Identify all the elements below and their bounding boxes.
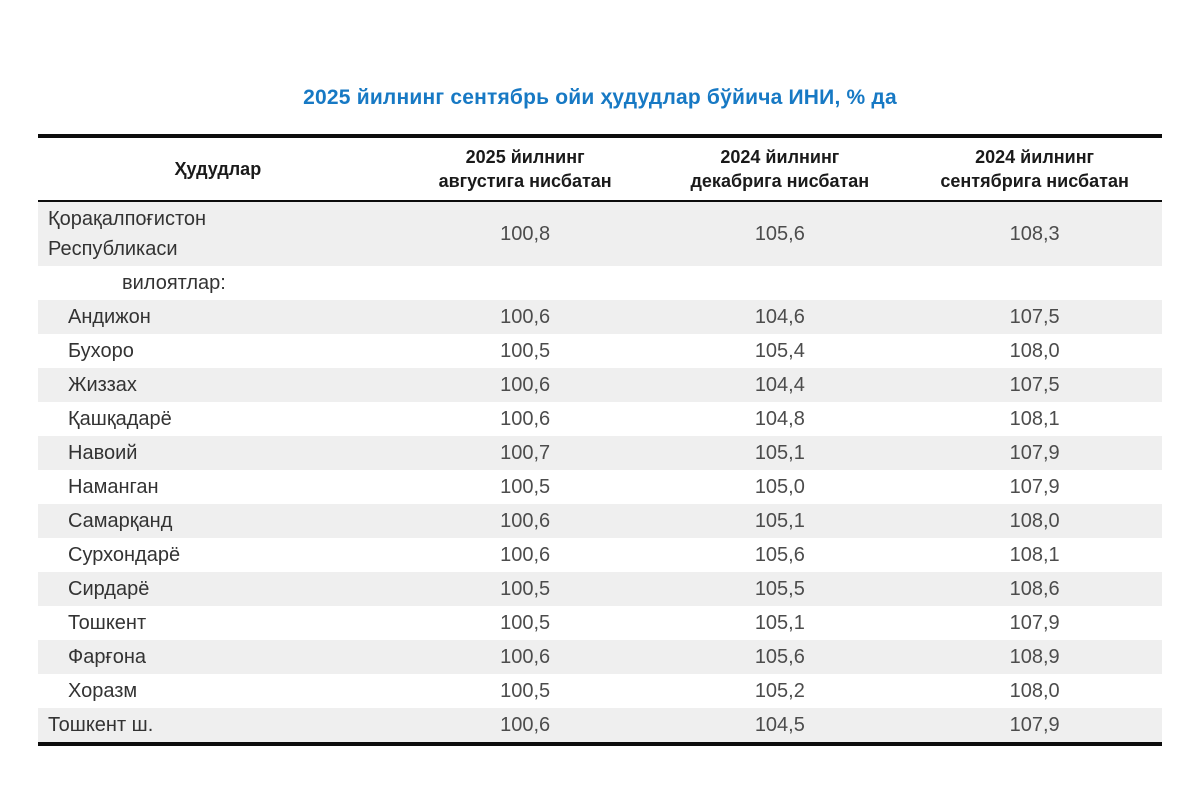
value-cell-vs-september-2024: 108,3 [1009, 222, 1060, 245]
table-row: Қорақалпоғистон Республикаси 100,8 105,6… [38, 200, 1162, 266]
value-cell-vs-august-2025: 100,5 [500, 475, 551, 498]
table-row: Сирдарё 100,5 105,5 108,6 [38, 571, 1162, 606]
column-header-vs-september-2024: 2024 йилнинг сентябрига нисбатан [907, 136, 1162, 202]
region-name-cell: Тошкент [68, 611, 147, 634]
value-cell-vs-september-2024: 108,0 [1009, 509, 1060, 532]
table-row: Хоразм 100,5 105,2 108,0 [38, 674, 1162, 708]
region-name-cell: Фарғона [68, 645, 147, 668]
value-cell-vs-august-2025: 100,5 [500, 679, 551, 702]
region-name-cell: Сурхондарё [68, 543, 181, 566]
region-name-cell: Самарқанд [68, 509, 173, 532]
region-name-cell: Наманган [68, 475, 159, 498]
value-cell-vs-september-2024: 107,9 [1009, 713, 1060, 736]
value-cell-vs-august-2025 [398, 266, 653, 300]
value-cell-vs-december-2024: 104,6 [754, 305, 805, 328]
table-row: Бухоро 100,5 105,4 108,0 [38, 334, 1162, 368]
value-cell-vs-december-2024: 104,4 [754, 373, 805, 396]
value-cell-vs-august-2025: 100,6 [500, 407, 551, 430]
value-cell-vs-august-2025: 100,5 [500, 339, 551, 362]
region-name-cell: Тошкент ш. [48, 713, 154, 736]
region-name-cell: Жиззах [68, 373, 137, 396]
region-name-cell: Навоий [68, 441, 138, 464]
value-cell-vs-september-2024 [907, 266, 1162, 300]
value-cell-vs-august-2025: 100,7 [500, 441, 551, 464]
table-row: Андижон 100,6 104,6 107,5 [38, 299, 1162, 334]
value-cell-vs-december-2024: 105,4 [754, 339, 805, 362]
value-cell-vs-september-2024: 108,1 [1009, 407, 1060, 430]
value-cell-vs-december-2024: 105,2 [754, 679, 805, 702]
value-cell-vs-december-2024: 104,8 [754, 407, 805, 430]
value-cell-vs-december-2024: 105,6 [754, 543, 805, 566]
table-row: Наманган 100,5 105,0 107,9 [38, 470, 1162, 504]
table-body: Қорақалпоғистон Республикаси 100,8 105,6… [38, 200, 1162, 744]
value-cell-vs-december-2024: 105,5 [754, 577, 805, 600]
region-name-cell: Қорақалпоғистон Республикаси [48, 207, 207, 260]
region-name-cell: вилоятлар: [122, 271, 226, 294]
region-name-cell: Хоразм [68, 679, 138, 702]
regions-cpi-table: Ҳудудлар 2025 йилнинг августига нисбатан… [38, 134, 1162, 746]
value-cell-vs-december-2024: 105,6 [754, 222, 805, 245]
value-cell-vs-december-2024: 105,6 [754, 645, 805, 668]
table-row: Тошкент ш. 100,6 104,5 107,9 [38, 707, 1162, 744]
value-cell-vs-september-2024: 107,9 [1009, 611, 1060, 634]
value-cell-vs-september-2024: 107,9 [1009, 441, 1060, 464]
region-name-cell: Сирдарё [68, 577, 150, 600]
table-row: Самарқанд 100,6 105,1 108,0 [38, 503, 1162, 538]
value-cell-vs-september-2024: 108,9 [1009, 645, 1060, 668]
value-cell-vs-december-2024: 105,1 [754, 441, 805, 464]
value-cell-vs-september-2024: 108,1 [1009, 543, 1060, 566]
value-cell-vs-september-2024: 107,9 [1009, 475, 1060, 498]
column-header-vs-december-2024: 2024 йилнинг декабрига нисбатан [652, 136, 908, 202]
value-cell-vs-september-2024: 107,5 [1009, 305, 1060, 328]
value-cell-vs-december-2024: 104,5 [754, 713, 805, 736]
value-cell-vs-august-2025: 100,6 [500, 305, 551, 328]
value-cell-vs-august-2025: 100,8 [500, 222, 551, 245]
value-cell-vs-september-2024: 107,5 [1009, 373, 1060, 396]
value-cell-vs-august-2025: 100,6 [500, 543, 551, 566]
table-header: Ҳудудлар 2025 йилнинг августига нисбатан… [38, 136, 1162, 202]
table-row: Сурхондарё 100,6 105,6 108,1 [38, 538, 1162, 572]
value-cell-vs-august-2025: 100,6 [500, 713, 551, 736]
header-row: Ҳудудлар 2025 йилнинг августига нисбатан… [38, 136, 1162, 202]
table-row: Жиззах 100,6 104,4 107,5 [38, 367, 1162, 402]
value-cell-vs-december-2024: 105,1 [754, 611, 805, 634]
value-cell-vs-september-2024: 108,0 [1009, 679, 1060, 702]
value-cell-vs-august-2025: 100,6 [500, 645, 551, 668]
value-cell-vs-august-2025: 100,5 [500, 577, 551, 600]
value-cell-vs-september-2024: 108,6 [1009, 577, 1060, 600]
table-row: Фарғона 100,6 105,6 108,9 [38, 639, 1162, 674]
value-cell-vs-december-2024: 105,1 [754, 509, 805, 532]
column-header-vs-august-2025: 2025 йилнинг августига нисбатан [397, 136, 653, 202]
column-header-regions: Ҳудудлар [38, 136, 398, 202]
table-row: Қашқадарё 100,6 104,8 108,1 [38, 402, 1162, 436]
region-name-cell: Андижон [68, 305, 151, 328]
region-name-cell: Қашқадарё [68, 407, 172, 430]
table-row: вилоятлар: [38, 266, 1162, 300]
table-row: Тошкент 100,5 105,1 107,9 [38, 606, 1162, 640]
page-title: 2025 йилнинг сентябрь ойи ҳудудлар бўйич… [303, 86, 897, 109]
value-cell-vs-december-2024 [652, 266, 907, 300]
value-cell-vs-september-2024: 108,0 [1009, 339, 1060, 362]
value-cell-vs-december-2024: 105,0 [754, 475, 805, 498]
region-name-cell: Бухоро [68, 339, 134, 362]
value-cell-vs-august-2025: 100,6 [500, 373, 551, 396]
value-cell-vs-august-2025: 100,5 [500, 611, 551, 634]
table-row: Навоий 100,7 105,1 107,9 [38, 435, 1162, 470]
value-cell-vs-august-2025: 100,6 [500, 509, 551, 532]
